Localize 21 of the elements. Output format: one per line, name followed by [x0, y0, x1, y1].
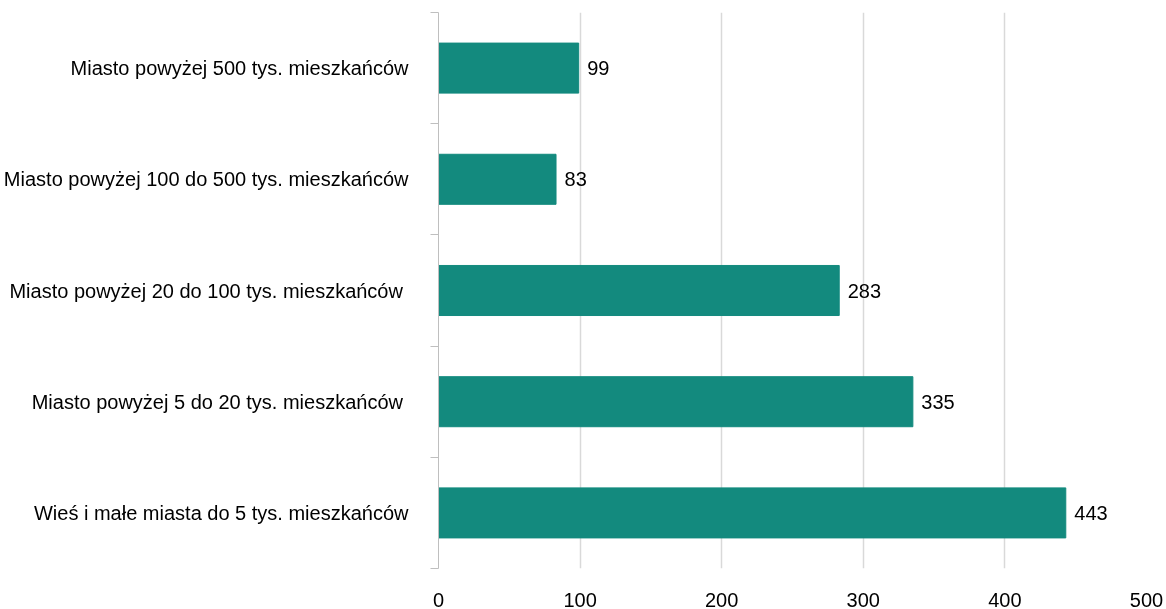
x-tick-label: 0 — [432, 588, 445, 609]
data-label: 335 — [921, 390, 955, 413]
data-label: 283 — [847, 279, 882, 302]
data-label: 443 — [1074, 501, 1108, 524]
y-tick-label: Wieś i małe miasta do 5 tys. mieszkańców — [33, 501, 410, 524]
y-tick-label: Miasto powyżej 5 do 20 tys. mieszkańców — [31, 390, 404, 413]
x-tick-label: 300 — [846, 588, 880, 609]
x-tick-label: 500 — [1129, 588, 1164, 609]
y-tick-label: Miasto powyżej 100 do 500 tys. mieszkańców — [3, 168, 410, 191]
x-tick-label: 100 — [563, 588, 597, 609]
bar — [438, 153, 557, 205]
data-label: 83 — [564, 168, 587, 191]
bar — [438, 487, 1067, 539]
x-tick-label: 400 — [988, 588, 1022, 609]
y-tick-label: Miasto powyżej 20 do 100 tys. mieszkańców — [9, 279, 404, 302]
bar — [438, 42, 580, 94]
y-tick-label: Miasto powyżej 500 tys. mieszkańców — [70, 57, 410, 80]
x-tick-label: 200 — [705, 588, 739, 609]
data-label: 99 — [587, 57, 610, 80]
bar — [438, 376, 914, 428]
bar — [438, 264, 840, 317]
